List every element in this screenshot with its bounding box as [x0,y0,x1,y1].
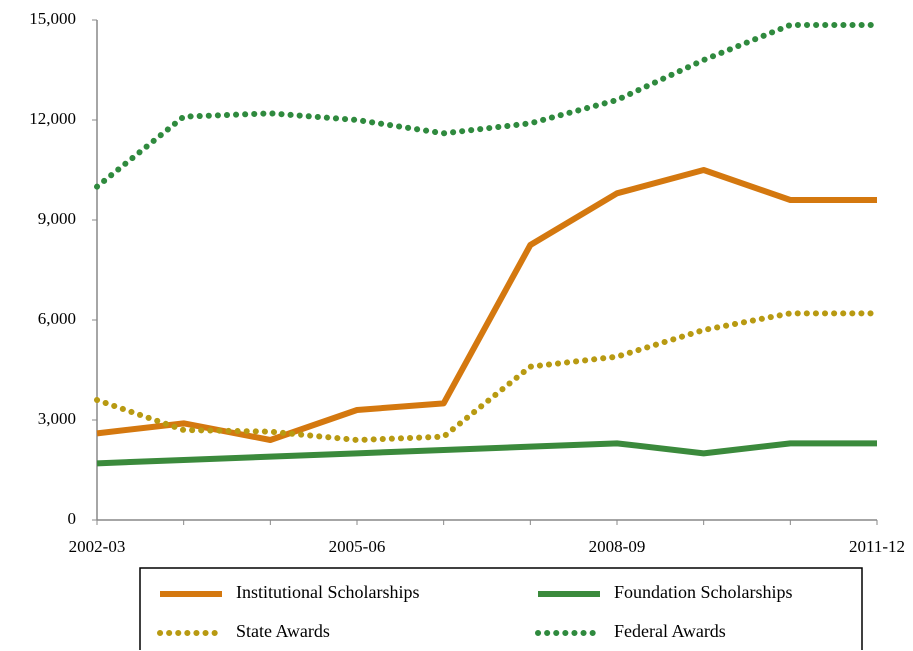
x-tick-label: 2005-06 [329,537,386,556]
x-tick-label: 2008-09 [589,537,646,556]
legend-label: Institutional Scholarships [236,582,420,602]
series-line [94,310,880,443]
legend-label: Foundation Scholarships [614,582,793,602]
y-tick-label: 15,000 [29,9,76,28]
y-tick-label: 12,000 [29,109,76,128]
series-line [96,440,877,467]
y-tick-label: 6,000 [38,309,76,328]
y-tick-label: 9,000 [38,209,76,228]
x-tick-label: 2011-12 [849,537,905,556]
y-tick-label: 3,000 [38,409,76,428]
series-line [94,22,880,190]
legend-label: State Awards [236,621,330,641]
y-tick-label: 0 [68,509,77,528]
legend-label: Federal Awards [614,621,726,641]
x-tick-label: 2002-03 [69,537,126,556]
legend-box [139,567,863,650]
